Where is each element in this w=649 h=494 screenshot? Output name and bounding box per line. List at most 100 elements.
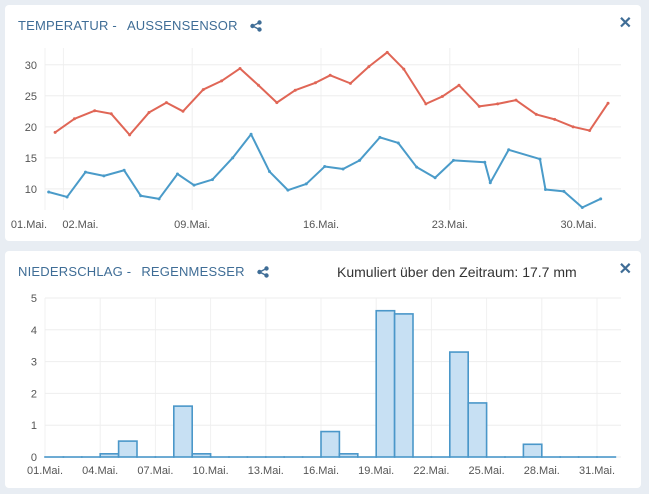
data-point-min <box>488 181 492 185</box>
bar <box>448 351 469 458</box>
data-point-max <box>553 117 557 121</box>
share-icon[interactable] <box>250 19 262 32</box>
bar <box>117 440 138 458</box>
data-point-min <box>341 167 345 171</box>
data-point-max <box>201 88 205 92</box>
panel-title: TEMPERATUR - AUSSENSENSOR <box>18 18 262 33</box>
y-tick-label: 5 <box>31 293 37 305</box>
data-point-min <box>323 165 327 169</box>
data-point-max <box>328 73 332 77</box>
data-point-max <box>293 88 297 92</box>
bar <box>173 405 194 458</box>
data-point-max <box>53 130 57 134</box>
title-measure: NIEDERSCHLAG - <box>18 264 132 279</box>
data-point-min <box>304 182 308 186</box>
data-point-min <box>543 188 547 192</box>
data-point-min <box>599 197 603 201</box>
bar <box>375 309 396 458</box>
x-tick-label: 13.Mai. <box>248 465 284 477</box>
data-point-min <box>65 195 69 199</box>
title-sensor[interactable]: REGENMESSER <box>141 264 245 279</box>
data-point-max <box>571 125 575 129</box>
x-tick-label: 16.Mai. <box>303 465 339 477</box>
close-icon[interactable]: ✕ <box>618 15 632 32</box>
bar <box>99 453 120 458</box>
temperature-chart: 10 15 20 25 30 01.Mai. 02.Mai. 09.Mai. 16.Mai. 23… <box>11 48 621 231</box>
data-point-min <box>122 168 126 172</box>
data-point-max <box>588 129 592 133</box>
data-point-max <box>385 50 389 54</box>
y-tick-label: 25 <box>25 91 37 103</box>
x-tick-label: 30.Mai. <box>561 219 597 231</box>
data-point-max <box>275 101 279 105</box>
data-point-min <box>415 165 419 169</box>
data-point-min <box>231 156 235 160</box>
data-point-min <box>358 158 362 162</box>
share-icon[interactable] <box>256 265 269 278</box>
x-tick-label: 10.Mai. <box>193 465 229 477</box>
y-tick-label: 20 <box>25 122 37 134</box>
data-point-max <box>367 65 371 69</box>
bar <box>320 430 341 458</box>
data-point-min <box>102 174 106 178</box>
data-point-max <box>147 111 151 115</box>
x-tick-label: 25.Mai. <box>469 465 505 477</box>
data-point-max <box>164 101 168 105</box>
x-tick-label: 01.Mai. <box>11 219 47 231</box>
data-point-min <box>378 135 382 139</box>
data-point-max <box>72 117 76 121</box>
precipitation-chart: 0 1 2 3 4 5 01.Mai. 04.Mai. 07.Mai. 10.Mai. 13.Mai… <box>27 293 621 477</box>
data-point-max <box>514 98 518 102</box>
precipitation-panel: NIEDERSCHLAG - REGENMESSER Kumuliert übe… <box>5 251 641 488</box>
y-tick-label: 15 <box>25 153 37 165</box>
x-tick-label: 23.Mai. <box>432 219 468 231</box>
bar <box>467 402 488 458</box>
data-point-min <box>433 176 437 180</box>
data-point-max <box>424 102 428 106</box>
data-point-max <box>477 104 481 108</box>
data-point-min <box>267 170 271 174</box>
data-point-max <box>534 112 538 116</box>
data-point-max <box>256 83 260 87</box>
data-point-min <box>451 158 455 162</box>
data-point-min <box>538 157 542 161</box>
x-tick-label: 07.Mai. <box>137 465 173 477</box>
data-point-min <box>210 178 214 182</box>
data-point-min <box>83 170 87 174</box>
bar <box>338 453 359 458</box>
data-point-max <box>93 109 97 113</box>
data-point-max <box>348 81 352 85</box>
x-tick-label: 02.Mai. <box>62 219 98 231</box>
y-tick-label: 0 <box>31 452 37 464</box>
data-point-max <box>238 66 242 70</box>
y-tick-label: 10 <box>25 184 37 196</box>
x-tick-label: 16.Mai. <box>303 219 339 231</box>
data-point-max <box>220 79 224 83</box>
y-tick-label: 4 <box>31 325 37 337</box>
data-point-max <box>402 67 406 71</box>
data-point-max <box>496 102 500 106</box>
data-point-min <box>47 190 51 194</box>
x-tick-label: 04.Mai. <box>82 465 118 477</box>
series-line-min <box>48 133 602 209</box>
y-tick-label: 30 <box>25 60 37 72</box>
close-icon[interactable]: ✕ <box>618 261 632 278</box>
data-point-min <box>175 172 179 176</box>
title-sensor[interactable]: AUSSENSENSOR <box>126 18 238 33</box>
bar <box>393 313 414 458</box>
data-point-max <box>181 109 185 113</box>
data-point-min <box>507 148 511 152</box>
cumulative-total: Kumuliert über den Zeitraum: 17.7 mm <box>337 264 577 280</box>
data-point-max <box>606 101 610 105</box>
data-point-min <box>483 160 487 164</box>
data-point-max <box>313 81 317 85</box>
data-point-min <box>562 189 566 193</box>
data-point-max <box>109 112 113 116</box>
data-point-min <box>580 206 584 210</box>
data-point-min <box>286 188 290 192</box>
x-tick-label: 01.Mai. <box>27 465 63 477</box>
data-point-min <box>249 132 253 136</box>
x-tick-label: 19.Mai. <box>358 465 394 477</box>
title-measure: TEMPERATUR - <box>18 18 117 33</box>
bar <box>191 453 212 458</box>
